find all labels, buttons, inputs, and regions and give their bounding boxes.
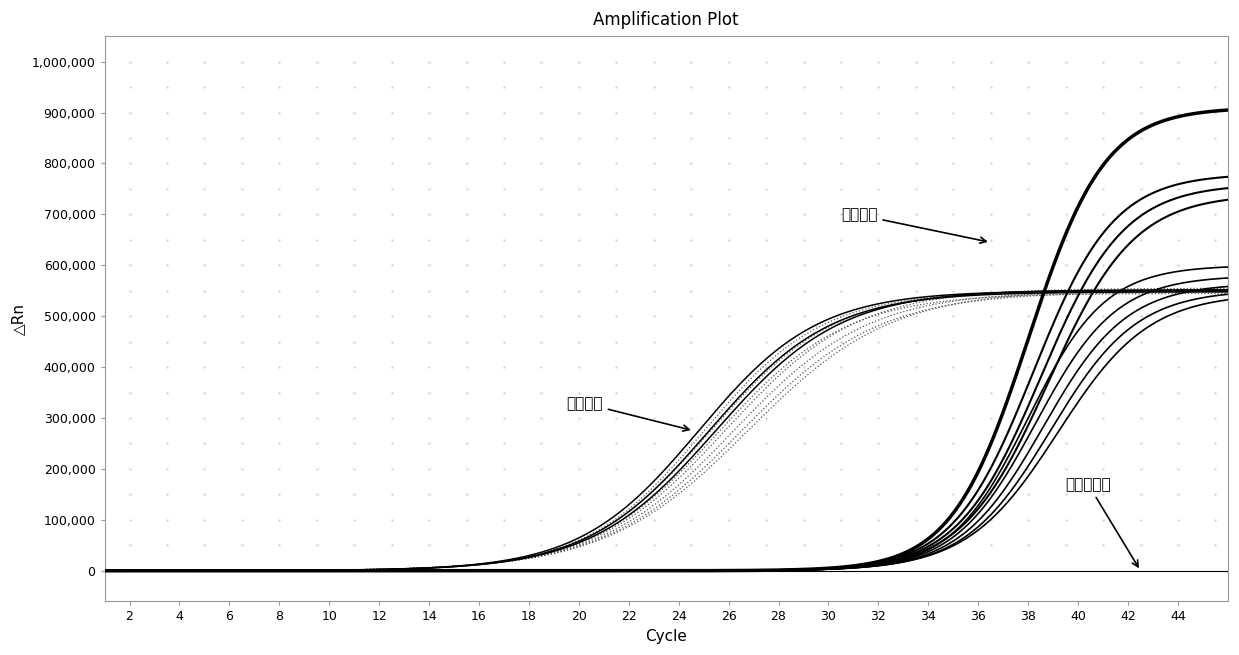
Title: Amplification Plot: Amplification Plot [593, 11, 738, 29]
Text: 阴性质控品: 阴性质控品 [1066, 477, 1139, 567]
Text: 目的通道: 目的通道 [841, 208, 986, 243]
Y-axis label: △Rn: △Rn [11, 303, 26, 335]
X-axis label: Cycle: Cycle [646, 629, 688, 644]
Text: 内标通道: 内标通道 [566, 396, 689, 431]
